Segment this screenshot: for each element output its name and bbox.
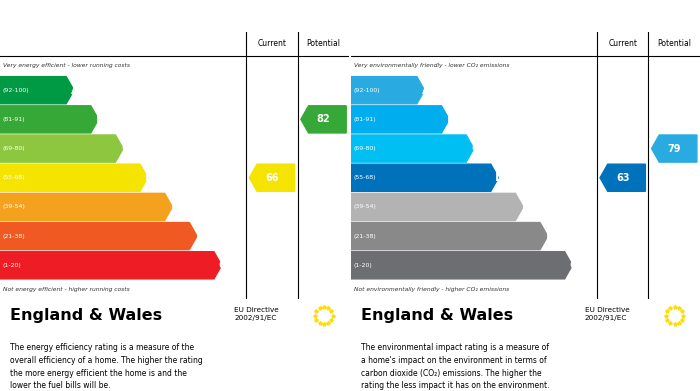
Text: Potential: Potential (307, 39, 340, 48)
Text: E: E (522, 201, 530, 213)
Text: Not energy efficient - higher running costs: Not energy efficient - higher running co… (4, 287, 130, 292)
Text: Very energy efficient - lower running costs: Very energy efficient - lower running co… (4, 63, 130, 68)
FancyArrow shape (0, 77, 74, 104)
Text: England & Wales: England & Wales (10, 308, 162, 323)
Text: G: G (569, 259, 579, 272)
Text: B: B (447, 113, 456, 126)
FancyArrow shape (600, 164, 645, 191)
FancyArrow shape (351, 194, 523, 221)
FancyArrow shape (0, 164, 148, 191)
FancyArrow shape (0, 222, 197, 250)
Text: C: C (472, 142, 480, 155)
Text: Energy Efficiency Rating: Energy Efficiency Rating (10, 9, 172, 23)
Text: Current: Current (608, 39, 637, 48)
Text: Very environmentally friendly - lower CO₂ emissions: Very environmentally friendly - lower CO… (354, 63, 510, 68)
Text: (81-91): (81-91) (354, 117, 376, 122)
Text: (81-91): (81-91) (3, 117, 25, 122)
Text: A: A (422, 84, 431, 97)
Text: Current: Current (258, 39, 286, 48)
Text: 66: 66 (265, 173, 279, 183)
Text: (39-54): (39-54) (354, 204, 377, 210)
Text: 63: 63 (616, 173, 629, 183)
Text: 2: 2 (558, 16, 564, 25)
Text: (21-38): (21-38) (3, 233, 25, 239)
Text: (55-68): (55-68) (354, 175, 376, 180)
Text: (1-20): (1-20) (354, 263, 372, 268)
Text: ) Rating: ) Rating (564, 9, 617, 23)
Text: (92-100): (92-100) (3, 88, 29, 93)
FancyArrow shape (351, 106, 449, 133)
Text: Environmental Impact (CO: Environmental Impact (CO (361, 9, 536, 23)
Text: The environmental impact rating is a measure of
a home's impact on the environme: The environmental impact rating is a mea… (361, 343, 550, 391)
Text: The energy efficiency rating is a measure of the
overall efficiency of a home. T: The energy efficiency rating is a measur… (10, 343, 203, 391)
FancyArrow shape (0, 106, 99, 133)
Text: G: G (218, 259, 228, 272)
Text: A: A (71, 84, 80, 97)
FancyArrow shape (351, 252, 573, 279)
FancyArrow shape (351, 164, 498, 191)
FancyArrow shape (0, 194, 172, 221)
Text: Potential: Potential (657, 39, 691, 48)
Text: 82: 82 (316, 115, 330, 124)
Text: B: B (96, 113, 105, 126)
Text: Not environmentally friendly - higher CO₂ emissions: Not environmentally friendly - higher CO… (354, 287, 510, 292)
Text: (55-68): (55-68) (3, 175, 25, 180)
Text: D: D (145, 171, 155, 184)
FancyArrow shape (301, 106, 346, 133)
Text: F: F (546, 230, 554, 242)
Text: (92-100): (92-100) (354, 88, 380, 93)
Text: D: D (496, 171, 505, 184)
Text: (21-38): (21-38) (354, 233, 376, 239)
Text: EU Directive
2002/91/EC: EU Directive 2002/91/EC (584, 307, 629, 321)
FancyArrow shape (351, 222, 547, 250)
Text: 79: 79 (668, 143, 681, 154)
Text: (39-54): (39-54) (3, 204, 26, 210)
Text: England & Wales: England & Wales (361, 308, 513, 323)
Text: (69-80): (69-80) (3, 146, 25, 151)
Text: (69-80): (69-80) (354, 146, 376, 151)
FancyArrow shape (0, 135, 123, 162)
FancyArrow shape (249, 164, 295, 191)
Text: E: E (171, 201, 179, 213)
FancyArrow shape (351, 77, 425, 104)
Text: C: C (121, 142, 130, 155)
FancyArrow shape (0, 252, 222, 279)
Text: EU Directive
2002/91/EC: EU Directive 2002/91/EC (234, 307, 279, 321)
FancyArrow shape (652, 135, 697, 162)
Text: (1-20): (1-20) (3, 263, 22, 268)
Text: F: F (195, 230, 204, 242)
FancyArrow shape (351, 135, 474, 162)
